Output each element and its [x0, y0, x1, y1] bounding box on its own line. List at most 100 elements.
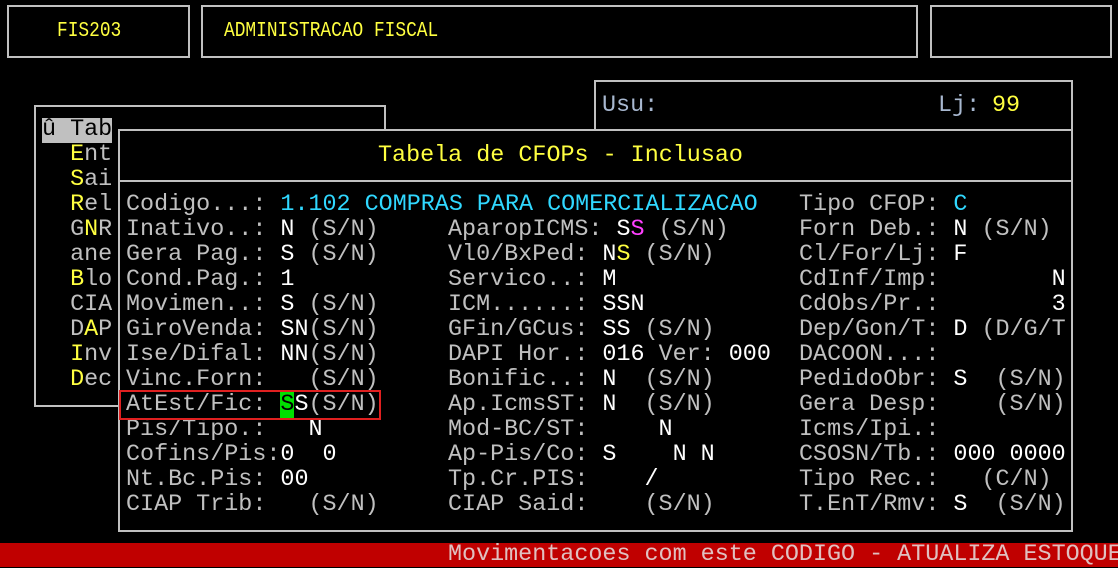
field-pedidoobr: PedidoObr: S (S/N)	[799, 368, 1066, 393]
field-value[interactable]: 00	[280, 467, 309, 493]
field-value[interactable]: N	[953, 217, 968, 243]
field-value[interactable]: 000 0000	[953, 442, 1066, 468]
field-label: T.EnT/Rmv:	[799, 492, 954, 518]
menu-label-char: A	[98, 292, 113, 318]
menu-item-ent[interactable]: Ent	[42, 143, 112, 168]
menu-item-inv[interactable]: Inv	[42, 343, 112, 368]
field-label: Tipo Rec.:	[799, 467, 954, 493]
field-label: Mod-BC/ST:	[448, 417, 603, 443]
field-value[interactable]: S	[616, 217, 631, 243]
field-value[interactable]: 1.102 COMPRAS PARA COMERCIALIZACAO	[280, 192, 758, 218]
field-value[interactable]: N	[280, 417, 323, 443]
field-label: Icms/Ipi.:	[799, 417, 954, 443]
field-value[interactable]: 016	[602, 342, 645, 368]
input-cursor[interactable]: S	[280, 392, 295, 418]
field-value[interactable]: S	[953, 492, 968, 518]
menu-hotkey-letter: B	[70, 267, 85, 293]
field-label: Tipo CFOP:	[799, 192, 954, 218]
field-label: Forn Deb.:	[799, 217, 954, 243]
menu-item-cia[interactable]: CIA	[42, 293, 112, 318]
field-label: Cond.Pag.:	[126, 267, 281, 293]
menu-label-char: a	[84, 117, 99, 143]
field-cofins-pis: Cofins/Pis:0 0	[126, 443, 337, 468]
field-label: Bonific..:	[448, 367, 603, 393]
field-value[interactable]: S	[953, 367, 968, 393]
menu-item-dap[interactable]: DAP	[42, 318, 112, 343]
field-value[interactable]: SN	[280, 317, 309, 343]
field-value[interactable]: M	[602, 267, 617, 293]
menu-indent	[42, 242, 70, 268]
menu-item-blo[interactable]: Blo	[42, 268, 112, 293]
dialog-title-separator	[120, 180, 1071, 182]
field-cdinf-imp: CdInf/Imp: N	[799, 268, 1066, 293]
field-value[interactable]: N	[602, 367, 617, 393]
menu-label-char: l	[98, 192, 113, 218]
store-label: Lj:	[938, 93, 981, 119]
field-value[interactable]: SS	[602, 317, 631, 343]
field-dacoon: DACOON...:	[799, 343, 953, 368]
menu-item-ane[interactable]: ane	[42, 243, 112, 268]
menu-hotkey-letter: S	[70, 167, 85, 193]
menu-item-gnr[interactable]: GNR	[42, 218, 112, 243]
field-value[interactable]: D	[953, 317, 968, 343]
field-aparopicms: AparopICMS: SS (S/N)	[448, 218, 729, 243]
field-value[interactable]: N	[602, 242, 617, 268]
field-ap-icmsst: Ap.IcmsST: N (S/N)	[448, 393, 715, 418]
field-value[interactable]: N	[953, 267, 1066, 293]
field-value[interactable]: S	[616, 242, 631, 268]
field-value[interactable]: S	[280, 292, 295, 318]
field-value[interactable]: S	[280, 242, 295, 268]
field-value[interactable]: 3	[953, 292, 1066, 318]
field-movimen: Movimen..: S (S/N)	[126, 293, 379, 318]
field-options-hint: (S/N)	[616, 392, 715, 418]
user-label: Usu:	[602, 93, 659, 119]
field-gfin-gcus: GFin/GCus: SS (S/N)	[448, 318, 715, 343]
field-ise-difal: Ise/Difal: NN(S/N)	[126, 343, 379, 368]
field-value[interactable]: S	[630, 217, 645, 243]
field-value[interactable]: F	[953, 242, 968, 268]
field-value[interactable]: C	[953, 192, 968, 218]
menu-indent	[42, 317, 70, 343]
menu-item-rel[interactable]: Rel	[42, 193, 112, 218]
field-codigo: Codigo...: 1.102 COMPRAS PARA COMERCIALI…	[126, 193, 758, 218]
field-vl0-bxped: Vl0/BxPed: NS (S/N)	[448, 243, 715, 268]
menu-hotkey-letter: E	[70, 142, 85, 168]
field-value[interactable]: SSN	[602, 292, 645, 318]
field-value[interactable]: N	[602, 392, 617, 418]
menu-label-char: D	[70, 317, 85, 343]
field-ciap-said: CIAP Said: (S/N)	[448, 493, 715, 518]
field-value[interactable]: S N N	[602, 442, 715, 468]
field-value[interactable]: N	[280, 217, 295, 243]
field-value[interactable]: N	[602, 417, 673, 443]
menu-hotkey-letter: A	[84, 317, 99, 343]
status-bar: Movimentacoes com este CODIGO - ATUALIZA…	[0, 543, 1118, 567]
menu-item-sai[interactable]: Sai	[42, 168, 112, 193]
field-cl-for-lj: Cl/For/Lj: F	[799, 243, 967, 268]
field-label: Cl/For/Lj:	[799, 242, 954, 268]
menu-hotkey-letter: D	[70, 367, 85, 393]
field-inativo: Inativo..: N (S/N)	[126, 218, 379, 243]
field-value[interactable]: NN	[280, 342, 309, 368]
menu-item-tab[interactable]: û Tab	[42, 117, 113, 143]
field-label: Vl0/BxPed:	[448, 242, 603, 268]
field-tp-cr-pis: Tp.Cr.PIS: /	[448, 468, 659, 493]
menu-hotkey-letter: I	[70, 342, 85, 368]
field-value[interactable]: /	[602, 467, 659, 493]
field-value[interactable]: 000	[728, 342, 771, 368]
field-tipo-rec: Tipo Rec.: (C/N)	[799, 468, 1052, 493]
field-options-hint: (S/N)	[644, 217, 729, 243]
field-options-hint: (S/N)	[967, 367, 1066, 393]
field-options-hint: (S/N)	[294, 292, 379, 318]
field-icm: ICM......: SSN	[448, 293, 645, 318]
field-label: Dep/Gon/T:	[799, 317, 954, 343]
menu-item-dec[interactable]: Dec	[42, 368, 112, 393]
menu-label-char: o	[98, 267, 113, 293]
field-label: Movimen..:	[126, 292, 281, 318]
menu-indent	[42, 142, 70, 168]
field-label: CIAP Trib:	[126, 492, 281, 518]
field-value[interactable]: 1	[280, 267, 295, 293]
field-value[interactable]: S	[294, 392, 309, 418]
menu-label-char: I	[84, 292, 99, 318]
field-label: Pis/Tipo.:	[126, 417, 281, 443]
field-value[interactable]: 0 0	[280, 442, 337, 468]
